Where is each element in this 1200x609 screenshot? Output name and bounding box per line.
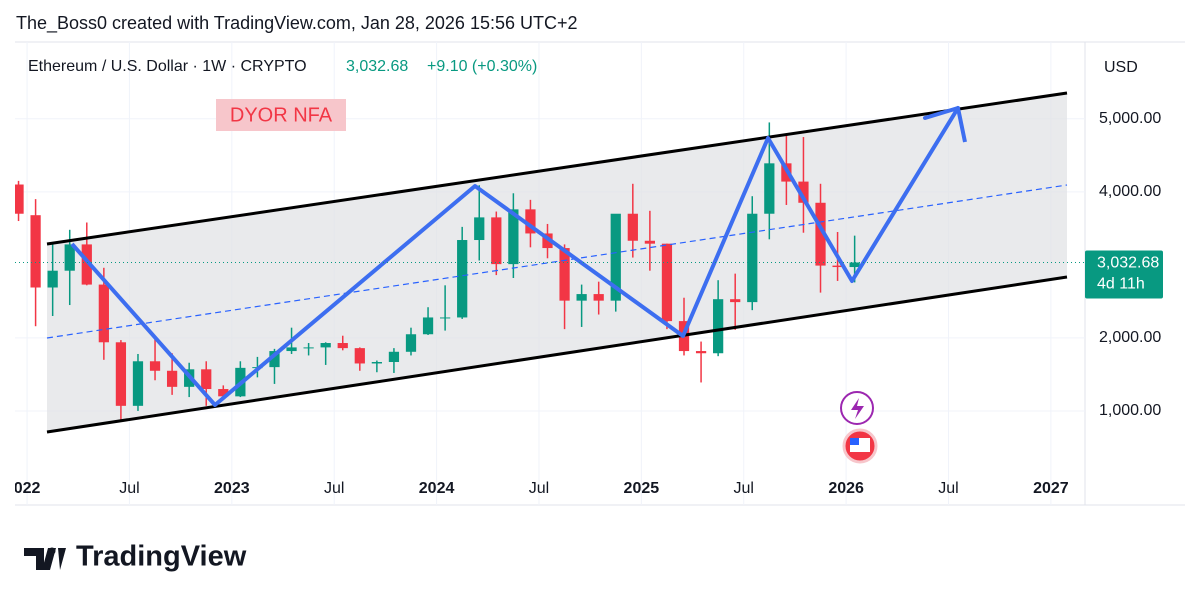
brand: TradingView	[76, 541, 247, 573]
last-price: 3,032.68	[346, 58, 408, 75]
candle-body	[491, 217, 502, 265]
candle-body	[422, 317, 434, 335]
candle-body	[371, 362, 382, 364]
candle-body	[695, 351, 707, 354]
x-tick-label: 2026	[828, 480, 864, 497]
candle-body	[166, 370, 178, 387]
last-price-box	[1085, 250, 1163, 299]
candle-body	[47, 270, 58, 288]
candle-body	[610, 213, 621, 301]
x-tick-label: 2025	[624, 480, 660, 497]
candle-body	[798, 181, 809, 203]
candle-body	[593, 294, 604, 301]
annotation-box	[216, 99, 346, 131]
candle-body	[508, 209, 519, 265]
event-bolt	[851, 398, 864, 419]
x-tick-label: Jul	[938, 480, 958, 497]
annotation: DYOR NFA	[230, 104, 333, 126]
candle-body	[64, 244, 75, 271]
y-tick-label: 4,000.00	[1099, 183, 1161, 200]
flag-canton	[850, 438, 859, 445]
channel-lower	[46, 275, 1068, 434]
candle-body	[525, 209, 536, 234]
candle-body	[132, 361, 144, 406]
candle-body	[218, 389, 229, 397]
y-tick-label: 2,000.00	[1099, 329, 1161, 346]
candle-body	[474, 217, 485, 241]
x-tick-label: 2027	[1033, 480, 1069, 497]
candle-body	[440, 317, 451, 319]
channel-fill	[47, 93, 1067, 432]
logo-dot	[48, 547, 56, 555]
logo-mark	[24, 548, 66, 570]
candle-body	[201, 369, 212, 390]
candle-body	[320, 343, 331, 348]
candle-body	[149, 361, 161, 371]
candle-body	[30, 215, 41, 288]
countdown: 4d 11h	[1097, 276, 1145, 293]
currency: USD	[1104, 59, 1138, 76]
x-axis-labels: 022 Jul 2023 Jul 2024 Jul 2025 Jul 2026 Jul 2027	[14, 480, 1069, 497]
candle-body	[286, 347, 297, 352]
x-tick-label: Jul	[734, 480, 754, 497]
candle-body	[764, 163, 775, 214]
projection-path	[70, 106, 967, 407]
candle-body	[747, 213, 758, 303]
candle-body	[337, 343, 348, 349]
candles	[15, 122, 860, 420]
arrow-head	[923, 106, 960, 120]
candle-body	[832, 265, 843, 268]
credit: The_Boss0 created with TradingView.com, …	[16, 13, 578, 34]
candle-body	[115, 342, 127, 406]
x-tick-label: 022	[14, 480, 41, 497]
candle-body	[849, 262, 860, 268]
y-tick-label: 5,000.00	[1099, 110, 1161, 127]
x-tick-label: 2024	[419, 480, 455, 497]
x-tick-label: Jul	[324, 480, 344, 497]
last-price-label: 3,032.68	[1097, 255, 1159, 272]
channel-mid	[46, 184, 1068, 339]
candle-body	[815, 202, 826, 266]
candle-body	[354, 348, 365, 364]
candle-body	[457, 240, 468, 318]
candle-body	[81, 244, 92, 285]
channel-upper	[46, 91, 1068, 246]
y-tick-label: 1,000.00	[1099, 402, 1161, 419]
candle-body	[388, 351, 400, 363]
change: +9.10 (+0.30%)	[427, 58, 537, 75]
candle-body	[730, 299, 741, 303]
candle-body	[98, 284, 109, 343]
candle-body	[713, 299, 724, 354]
candle-body	[303, 347, 314, 349]
candle-body	[15, 184, 24, 214]
x-tick-label: Jul	[119, 480, 139, 497]
symbol-title: Ethereum / U.S. Dollar · 1W · CRYPTO	[28, 58, 307, 75]
candle-body	[269, 351, 280, 368]
candle-body	[559, 248, 570, 301]
candle-body	[405, 334, 417, 352]
candle-body	[576, 294, 587, 301]
candle-body	[542, 233, 553, 249]
candle-body	[627, 213, 638, 241]
x-tick-label: Jul	[529, 480, 549, 497]
candle-body	[661, 243, 673, 322]
candle-body	[644, 240, 655, 244]
x-tick-label: 2023	[214, 480, 250, 497]
